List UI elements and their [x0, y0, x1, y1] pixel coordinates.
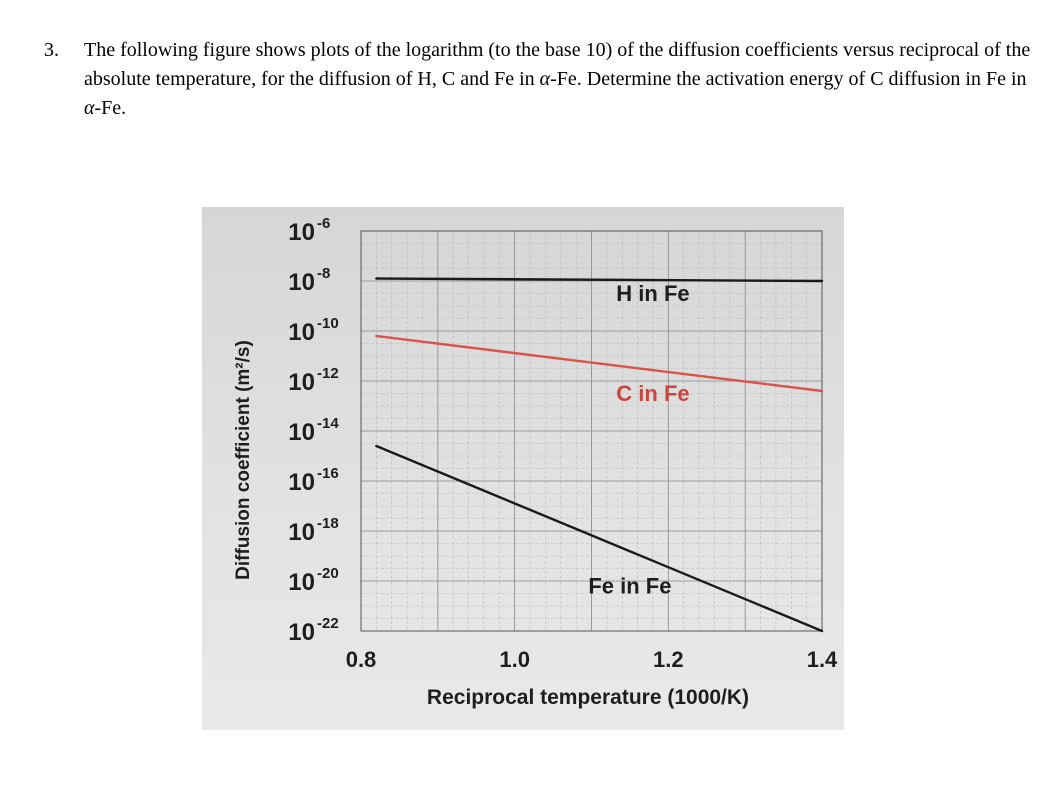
question-text: The following figure shows plots of the …: [84, 36, 1034, 123]
x-tick-label: 1.2: [653, 647, 684, 672]
y-tick-label: 10: [288, 569, 315, 596]
y-tick-label: 10: [288, 219, 315, 246]
alpha-symbol-1: α: [539, 68, 551, 90]
fe-in-fe-line: [375, 444, 824, 633]
plot-frame: [360, 230, 823, 632]
x-tick-label: 1.4: [807, 647, 838, 672]
h-in-fe-label: H in Fe: [616, 281, 689, 306]
chart-photo: H in Fe C in Fe Fe in Fe 10 -6 10 -8 10 -10 10 -1…: [202, 207, 844, 730]
y-tick-exponent: -20: [317, 565, 339, 582]
y-tick-exponent: -14: [317, 415, 339, 432]
y-tick-label: 10: [288, 469, 315, 496]
question-text-part-2: -Fe. Determine the activation energy of …: [550, 68, 1027, 90]
y-tick-exponent: -22: [317, 615, 339, 632]
c-in-fe-line: [375, 334, 824, 393]
x-tick-labels: 0.8 1.0 1.2 1.4: [346, 647, 838, 672]
y-tick-label: 10: [288, 369, 315, 396]
question-number: 3.: [44, 39, 59, 61]
y-tick-labels: 10-610-810-1010-1210-1410-1610-1810-2010…: [288, 215, 339, 646]
y-tick-label: 10: [288, 619, 315, 646]
y-tick-label: 10: [288, 519, 315, 546]
x-tick-label: 1.0: [499, 647, 530, 672]
y-tick-exponent: -18: [317, 515, 339, 532]
question-text-part-3: -Fe.: [94, 97, 127, 119]
major-grid: [360, 230, 823, 632]
y-tick-exponent: -6: [317, 215, 330, 232]
y-tick-exponent: -16: [317, 465, 339, 482]
y-tick-label: 10: [288, 319, 315, 346]
question-text-part-1: The following figure shows plots of the …: [84, 39, 1031, 90]
y-tick-label: 10: [288, 269, 315, 296]
y-axis-label: Diffusion coefficient (m²/s): [233, 340, 254, 580]
series-labels: H in Fe C in Fe Fe in Fe: [588, 281, 689, 599]
x-axis-label: Reciprocal temperature (1000/K): [427, 686, 749, 709]
fe-in-fe-label: Fe in Fe: [588, 574, 671, 599]
y-tick-exponent: -12: [317, 365, 339, 382]
h-in-fe-line: [375, 277, 824, 283]
x-tick-label: 0.8: [346, 647, 377, 672]
y-tick-exponent: -8: [317, 265, 330, 282]
series-lines: [375, 277, 824, 633]
y-tick-exponent: -10: [317, 315, 339, 332]
c-in-fe-label: C in Fe: [616, 381, 689, 406]
y-tick-label: 10: [288, 419, 315, 446]
alpha-symbol-2: α: [84, 97, 95, 119]
